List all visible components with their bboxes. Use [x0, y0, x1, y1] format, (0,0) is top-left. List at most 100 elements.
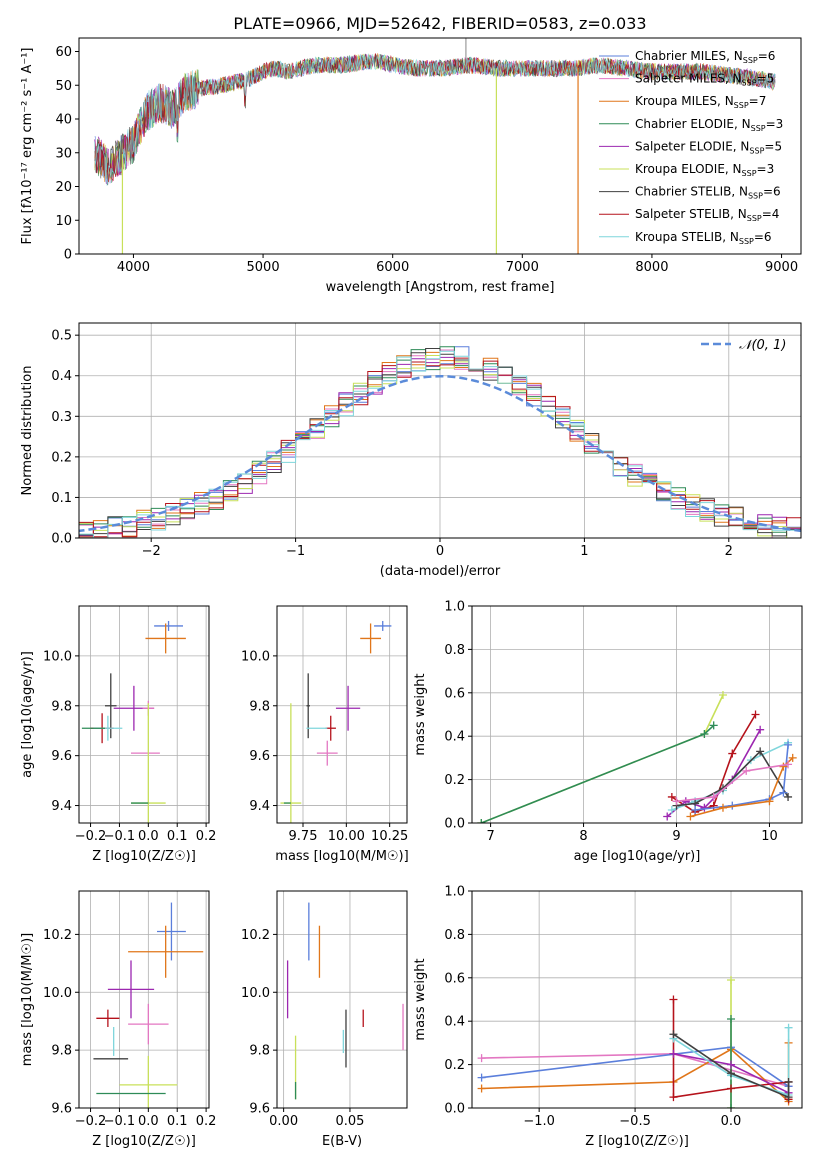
x-tick-label: −0.5: [619, 1114, 651, 1129]
plot-area: [79, 346, 801, 538]
weight-marker: [784, 792, 793, 801]
weight-marker: [477, 1054, 486, 1063]
x-tick-label: 0.0: [138, 829, 159, 844]
x-tick-label: −0.2: [75, 1114, 107, 1129]
x-tick-label: 4000: [117, 260, 150, 275]
y-tick-label: 0.5: [51, 329, 72, 344]
y-tick-label: 9.6: [51, 749, 72, 764]
x-tick-label: 7000: [506, 260, 539, 275]
weight-marker: [788, 753, 797, 762]
y-tick-label: 30: [55, 146, 72, 161]
axes-frame: [471, 605, 803, 824]
x-tick-label: 0.2: [196, 829, 217, 844]
panel-z-weight: −1.0 −0.5 0.0 0.0 0.2 0.4 0.6 0.8 1.0 Z [log10(Z/…: [413, 885, 803, 1149]
weight-marker: [727, 1069, 736, 1078]
y-tick-label: 9.6: [249, 749, 270, 764]
y-tick-label: 0.0: [444, 817, 465, 832]
weight-marker: [756, 747, 765, 756]
weight-line: [676, 763, 789, 803]
panel-ebv-mass: 0.00 0.05 9.6 9.8 10.0 10.2 E(B-V): [241, 890, 408, 1149]
weight-marker: [779, 762, 788, 771]
weight-marker: [727, 1104, 736, 1108]
y-tick-label: 9.4: [51, 799, 72, 814]
normal-curve: [79, 374, 801, 533]
y-tick-label: 9.8: [249, 699, 270, 714]
x-tick-label: 7: [486, 829, 494, 844]
legend-label: Kroupa MILES, NSSP=7: [635, 94, 766, 110]
y-tick-label: 9.8: [51, 1044, 72, 1059]
x-tick-label: 10: [761, 829, 778, 844]
weight-marker: [669, 995, 678, 1004]
x-tick-label: −0.1: [104, 829, 136, 844]
x-tick-label: 0.0: [721, 1114, 742, 1129]
legend-label: Salpeter STELIB, NSSP=4: [635, 207, 779, 223]
x-tick-label: −0.2: [75, 829, 107, 844]
axes-frame: [471, 890, 803, 1109]
x-tick-label: 1: [580, 544, 588, 559]
y-tick-label: 10.0: [241, 649, 270, 664]
x-axis-label: Z [log10(Z/Z☉)]: [585, 1134, 689, 1149]
y-tick-label: 9.6: [51, 1102, 72, 1117]
y-tick-label: 0.0: [444, 1102, 465, 1117]
y-tick-label: 50: [55, 79, 72, 94]
plot-area: [477, 690, 797, 823]
legend-label: Chabrier ELODIE, NSSP=3: [635, 117, 783, 133]
y-tick-label: 9.8: [249, 1044, 270, 1059]
x-tick-label: 0.0: [138, 1114, 159, 1129]
y-tick-label: 0.2: [444, 1058, 465, 1073]
weight-marker: [686, 812, 695, 821]
x-axis-label: age [log10(age/yr)]: [574, 849, 701, 864]
weight-marker: [667, 792, 676, 801]
y-tick-label: 0.8: [444, 643, 465, 658]
legend-label: Salpeter ELODIE, NSSP=5: [635, 139, 782, 155]
weight-marker: [765, 797, 774, 806]
x-tick-label: 9: [672, 829, 680, 844]
y-tick-label: 0.4: [444, 1015, 465, 1030]
legend-label: 𝒩(0, 1): [739, 338, 786, 353]
legend-label: Chabrier STELIB, NSSP=6: [635, 185, 781, 201]
x-tick-label: 10.25: [371, 829, 408, 844]
weight-marker: [700, 730, 709, 739]
y-tick-label: 10.0: [43, 649, 72, 664]
weight-marker: [669, 1030, 678, 1039]
x-tick-label: 0.1: [167, 1114, 188, 1129]
x-tick-label: 0.00: [269, 1114, 298, 1129]
y-tick-label: 0: [64, 248, 72, 263]
weight-line: [481, 724, 715, 823]
panel-z-age: −0.2−0.1 0.0 0.1 0.2 9.4 9.6 9.8 10.0 Z [log10(Z…: [20, 605, 217, 864]
y-axis-label: mass weight: [413, 958, 428, 1040]
legend-label: Salpeter MILES, NSSP=5: [635, 72, 774, 88]
figure-title: PLATE=0966, MJD=52642, FIBERID=0583, z=0…: [233, 14, 646, 33]
plot-area: [286, 902, 404, 1100]
weight-marker: [727, 975, 736, 984]
weight-marker: [727, 1060, 736, 1069]
x-axis-label: mass [log10(M/M☉)]: [275, 849, 408, 864]
y-tick-label: 0.4: [51, 369, 72, 384]
panel-z-mass: −0.2−0.1 0.0 0.1 0.2 9.6 9.8 10.0 10.2 Z [log10(…: [20, 890, 217, 1149]
y-tick-label: 9.6: [249, 1102, 270, 1117]
y-tick-label: 10.0: [241, 986, 270, 1001]
weight-marker: [718, 690, 727, 699]
weight-marker: [742, 766, 751, 775]
y-tick-label: 10.2: [241, 928, 270, 943]
y-tick-label: 0.4: [444, 730, 465, 745]
weight-marker: [709, 721, 718, 730]
x-tick-label: −1.0: [523, 1114, 555, 1129]
x-axis-label: E(B-V): [322, 1134, 362, 1149]
legend-label: Kroupa STELIB, NSSP=6: [635, 230, 772, 246]
weight-marker: [727, 1015, 736, 1024]
x-tick-label: 0: [436, 544, 444, 559]
x-tick-label: 0.2: [196, 1114, 217, 1129]
weight-marker: [779, 788, 788, 797]
panel-mass-age: 9.75 10.00 10.25 9.4 9.6 9.8 10.0 mass [log10(M…: [241, 605, 409, 864]
x-tick-label: 8000: [635, 260, 668, 275]
x-tick-label: 10.00: [328, 829, 365, 844]
histogram-step: [79, 350, 801, 538]
y-axis-label: Normed distribution: [20, 366, 35, 496]
y-tick-label: 0.3: [51, 410, 72, 425]
y-axis-label: mass [log10(M/M☉)]: [20, 933, 35, 1066]
weight-marker: [667, 805, 676, 814]
weight-marker: [727, 1084, 736, 1093]
y-tick-label: 40: [55, 113, 72, 128]
weight-marker: [784, 1077, 793, 1086]
